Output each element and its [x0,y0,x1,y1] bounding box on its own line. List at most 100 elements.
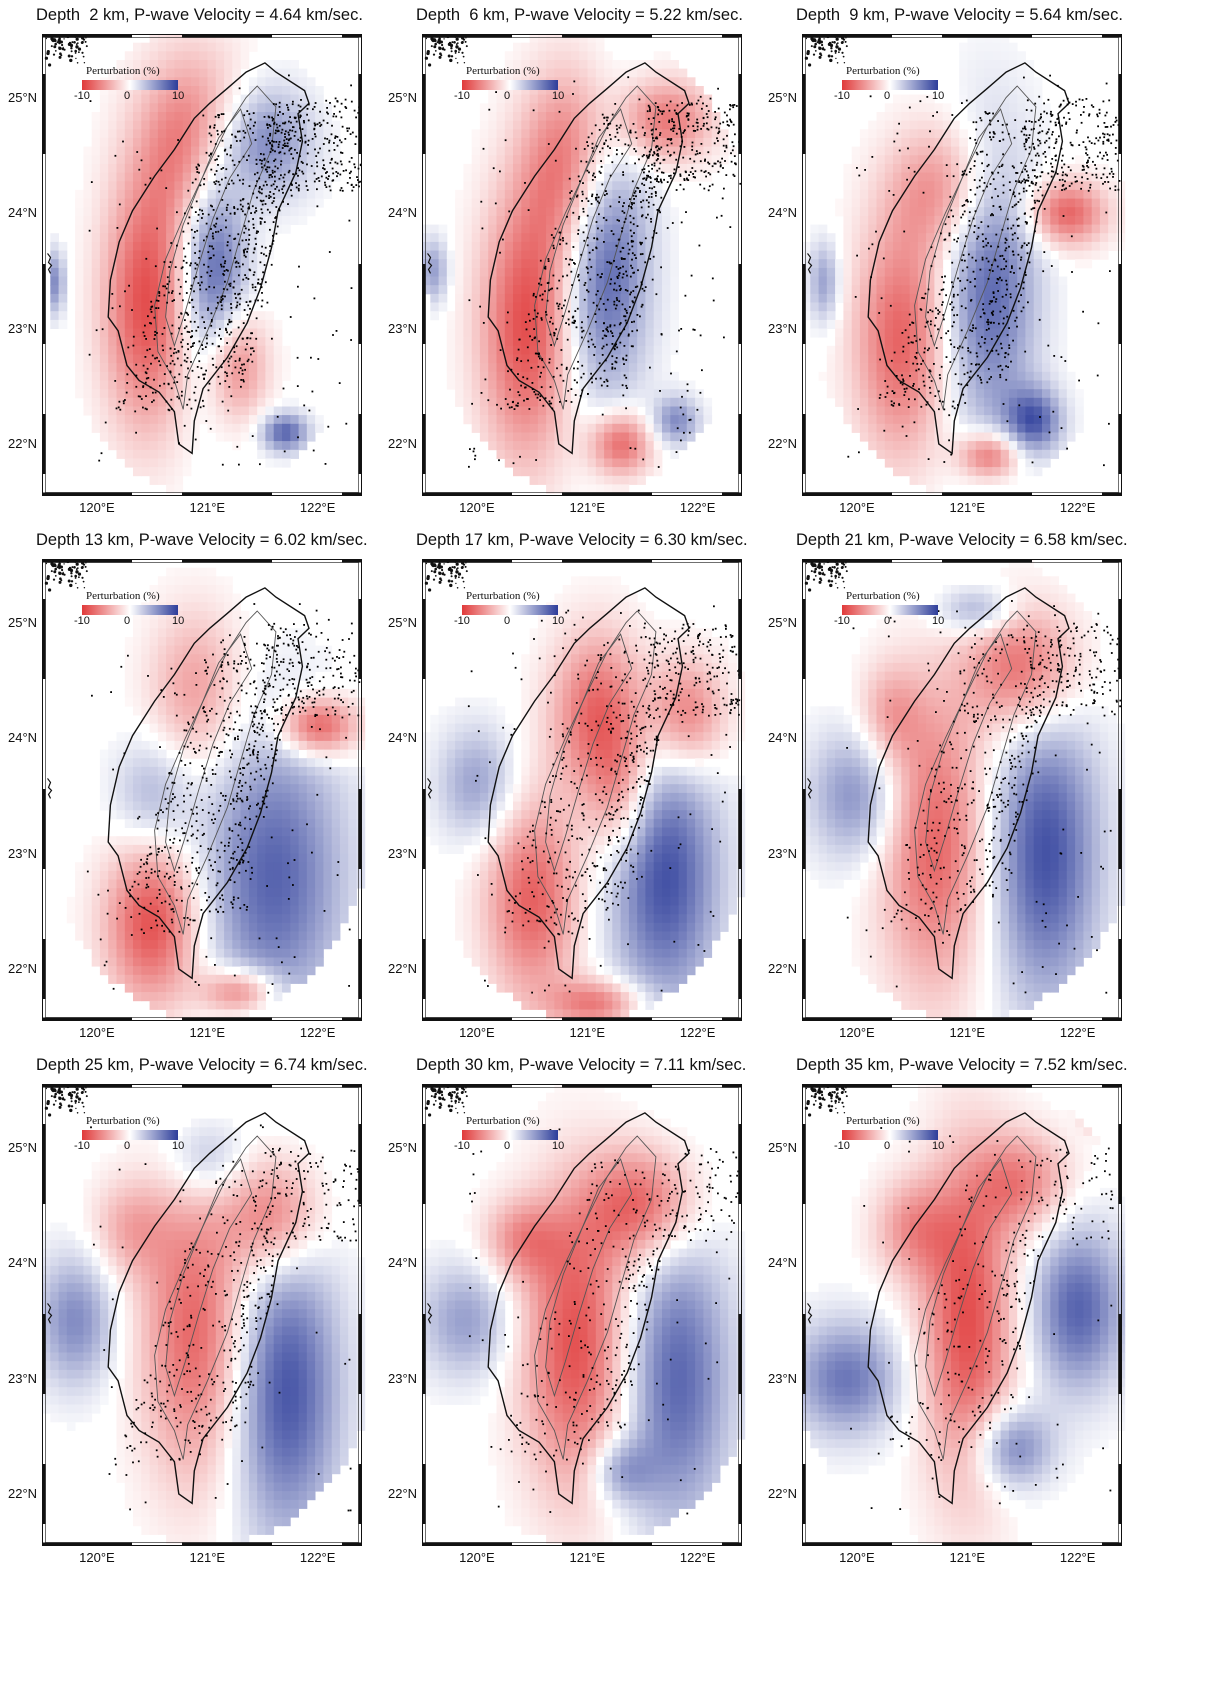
perturbation-cell [91,406,101,416]
perturbation-cell [1075,207,1084,217]
perturbation-cell [1000,345,1010,355]
perturbation-cell [926,155,935,165]
perturbation-cell [851,146,861,156]
perturbation-cell [571,389,580,399]
perturbation-cell [1058,354,1068,364]
perturbation-cell [917,475,927,485]
perturbation-cell [537,337,547,347]
perturbation-cell [909,181,919,191]
perturbation-cell [876,112,886,122]
perturbation-cell [695,94,704,104]
perturbation-cell [670,267,679,277]
perturbation-cell [116,423,126,433]
perturbation-cell [149,86,159,96]
perturbation-cell [670,224,679,234]
perturbation-cell [984,224,993,234]
perturbation-cell [1017,146,1026,156]
perturbation-cell [851,172,861,182]
colorbar-title: Perturbation (%) [86,65,160,77]
perturbation-cell [554,34,564,44]
perturbation-cell [901,129,910,139]
perturbation-cell [604,94,613,104]
perturbation-cell [959,60,968,70]
perturbation-cell [645,137,655,147]
perturbation-cell [83,250,93,260]
perturbation-cell [108,129,117,139]
perturbation-cell [1017,207,1026,217]
perturbation-cell [1075,389,1084,399]
perturbation-cell [595,441,605,451]
perturbation-cell [901,155,910,165]
perturbation-cell [199,870,208,880]
perturbation-cell [1008,276,1018,286]
perturbation-cell [306,818,316,828]
perturbation-cell [323,870,333,880]
perturbation-cell [315,766,324,776]
perturbation-cell [99,155,109,165]
perturbation-cell [199,267,208,277]
perturbation-cell [992,380,1001,390]
perturbation-cell [670,241,679,251]
perturbation-cell [331,810,341,820]
perturbation-cell [637,103,646,113]
perturbation-cell [50,250,59,260]
perturbation-cell [207,77,217,87]
perturbation-cell [166,714,175,724]
perturbation-cell [50,285,59,295]
perturbation-cell [273,853,283,863]
perturbation-cell [604,441,613,451]
perturbation-cell [521,137,530,147]
perturbation-cell [339,888,349,898]
perturbation-cell [1008,233,1018,243]
perturbation-cell [199,697,208,707]
perturbation-cell [529,458,539,468]
perturbation-cell [248,415,258,425]
perturbation-cell [133,371,142,381]
perturbation-cell [926,397,935,407]
perturbation-cell [571,458,580,468]
perturbation-cell [595,103,605,113]
perturbation-cell [942,389,952,399]
perturbation-cell [604,129,613,139]
perturbation-cell [306,749,316,759]
perturbation-cell [455,380,464,390]
perturbation-cell [133,775,142,785]
perturbation-cell [339,784,349,794]
perturbation-cell [83,853,93,863]
perturbation-cell [934,380,944,390]
perturbation-cell [298,415,308,425]
perturbation-cell [1042,112,1051,122]
perturbation-cell [141,371,150,381]
perturbation-cell [488,276,497,286]
perturbation-cell [645,189,655,199]
perturbation-cell [116,285,126,295]
perturbation-cell [315,654,324,664]
perturbation-cell [99,870,109,880]
perturbation-cell [488,337,497,347]
perturbation-cell [455,241,464,251]
perturbation-cell [504,137,514,147]
perturbation-cell [149,818,159,828]
perturbation-cell [207,311,217,321]
perturbation-cell [290,870,299,880]
perturbation-cell [455,389,464,399]
perturbation-cell [232,189,241,199]
perturbation-cell [108,896,117,906]
perturbation-cell [479,432,489,442]
perturbation-cell [290,628,299,638]
perturbation-cell [331,818,341,828]
perturbation-cell [1042,172,1051,182]
perturbation-cell [116,441,126,451]
perturbation-cell [174,484,184,494]
perturbation-cell [240,853,250,863]
perturbation-cell [1108,241,1117,251]
perturbation-cell [662,155,671,165]
perturbation-cell [157,870,167,880]
perturbation-cell [141,319,150,329]
perturbation-cell [496,224,506,234]
perturbation-cell [99,189,109,199]
perturbation-cell [240,129,250,139]
perturbation-cell [273,137,283,147]
perturbation-cell [224,749,233,759]
